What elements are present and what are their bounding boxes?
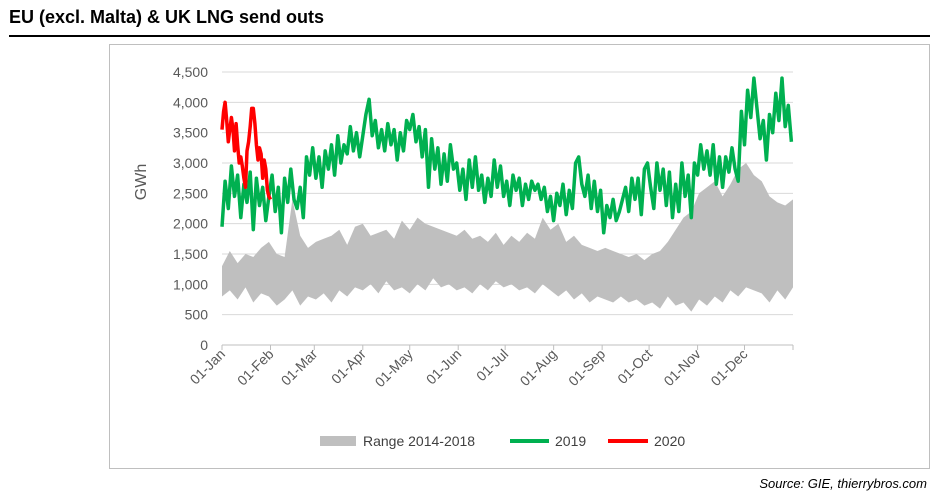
x-tick-label: 01-May	[372, 346, 416, 390]
range-band	[222, 163, 793, 312]
y-tick-label: 2,000	[173, 216, 208, 232]
title-divider	[9, 35, 930, 37]
y-tick-label: 3,500	[173, 125, 208, 141]
y-tick-label: 1,500	[173, 246, 208, 262]
legend-label-2019: 2019	[555, 433, 586, 449]
series-layer	[220, 76, 794, 235]
x-tick-label: 01-Jun	[423, 346, 465, 388]
series-line-2020	[220, 100, 273, 201]
chart-title: EU (excl. Malta) & UK LNG send outs	[9, 7, 325, 27]
source-note: Source: GIE, thierrybros.com	[759, 476, 927, 491]
legend-label-2020: 2020	[654, 433, 685, 449]
x-tick-label: 01-Aug	[517, 346, 560, 389]
x-tick-label: 01-Dec	[707, 346, 750, 389]
y-tick-label: 4,000	[173, 94, 208, 110]
y-axis-label: GWh	[133, 164, 150, 200]
x-tick-label: 01-Feb	[234, 346, 277, 389]
series-line-2019	[220, 76, 794, 235]
x-tick-label: 01-Apr	[328, 346, 369, 387]
legend-label-range: Range 2014-2018	[363, 433, 475, 449]
legend: Range 2014-2018 2019 2020	[320, 433, 685, 449]
y-tick-label: 0	[200, 337, 208, 353]
x-tick-label: 01-Jul	[473, 346, 511, 384]
legend-swatch-range	[320, 436, 356, 446]
y-tick-label: 4,500	[173, 64, 208, 80]
x-tick-label: 01-Oct	[614, 346, 655, 387]
x-tick-label: 01-Nov	[660, 346, 703, 389]
y-tick-label: 1,000	[173, 276, 208, 292]
y-tick-label: 3,000	[173, 155, 208, 171]
y-tick-label: 2,500	[173, 185, 208, 201]
x-tick-label: 01-Sep	[565, 346, 608, 389]
y-tick-label: 500	[185, 307, 209, 323]
range-band-layer	[222, 163, 793, 312]
x-tick-label: 01-Mar	[278, 346, 321, 389]
chart-frame	[109, 44, 930, 469]
